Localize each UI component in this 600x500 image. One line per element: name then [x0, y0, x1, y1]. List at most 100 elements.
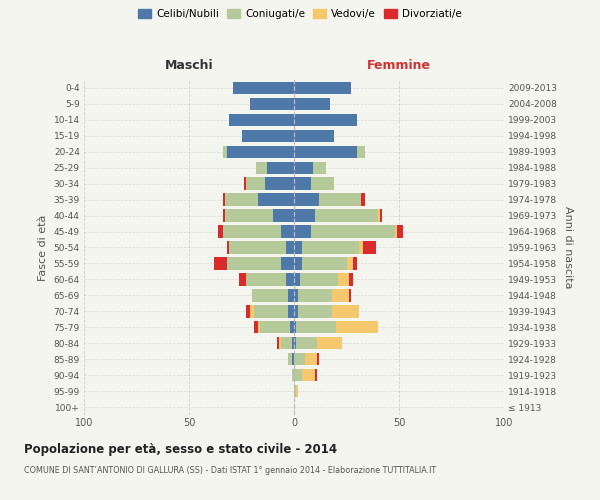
Bar: [311, 226, 395, 238]
Bar: [319, 194, 361, 206]
Bar: [292, 353, 294, 366]
Bar: [332, 305, 359, 318]
Bar: [229, 242, 286, 254]
Bar: [294, 114, 357, 126]
Bar: [301, 273, 338, 285]
Bar: [302, 242, 359, 254]
Bar: [225, 194, 259, 206]
Bar: [227, 146, 294, 158]
Bar: [223, 194, 224, 206]
Bar: [224, 210, 273, 222]
Bar: [317, 337, 342, 349]
Bar: [292, 337, 294, 349]
Bar: [294, 305, 298, 318]
Bar: [256, 162, 266, 174]
Bar: [353, 257, 357, 270]
Bar: [294, 337, 296, 349]
Bar: [395, 226, 397, 238]
Bar: [223, 146, 227, 158]
Bar: [250, 305, 254, 318]
Bar: [286, 273, 294, 285]
Bar: [294, 257, 302, 270]
Bar: [290, 321, 294, 334]
Bar: [397, 226, 403, 238]
Bar: [254, 305, 288, 318]
Bar: [246, 273, 286, 285]
Bar: [294, 289, 298, 302]
Bar: [313, 162, 325, 174]
Bar: [239, 273, 246, 285]
Bar: [315, 210, 378, 222]
Bar: [349, 273, 353, 285]
Bar: [223, 210, 224, 222]
Bar: [288, 289, 294, 302]
Bar: [294, 178, 311, 190]
Bar: [288, 353, 292, 366]
Bar: [305, 353, 317, 366]
Y-axis label: Fasce di età: Fasce di età: [38, 214, 48, 280]
Bar: [294, 130, 334, 142]
Bar: [227, 257, 281, 270]
Text: COMUNE DI SANT’ANTONIO DI GALLURA (SS) - Dati ISTAT 1° gennaio 2014 - Elaborazio: COMUNE DI SANT’ANTONIO DI GALLURA (SS) -…: [24, 466, 436, 475]
Text: Maschi: Maschi: [164, 60, 214, 72]
Text: Femmine: Femmine: [367, 60, 431, 72]
Bar: [241, 130, 294, 142]
Bar: [298, 289, 332, 302]
Bar: [254, 321, 259, 334]
Bar: [277, 337, 280, 349]
Bar: [294, 321, 296, 334]
Bar: [294, 194, 319, 206]
Bar: [281, 257, 294, 270]
Bar: [233, 82, 294, 94]
Bar: [279, 337, 281, 349]
Bar: [298, 305, 332, 318]
Bar: [294, 226, 311, 238]
Bar: [357, 146, 365, 158]
Bar: [273, 210, 294, 222]
Bar: [349, 289, 351, 302]
Y-axis label: Anni di nascita: Anni di nascita: [563, 206, 573, 288]
Bar: [332, 289, 349, 302]
Bar: [361, 194, 365, 206]
Legend: Celibi/Nubili, Coniugati/e, Vedovi/e, Divorziati/e: Celibi/Nubili, Coniugati/e, Vedovi/e, Di…: [134, 5, 466, 24]
Bar: [294, 82, 350, 94]
Bar: [317, 353, 319, 366]
Bar: [347, 257, 353, 270]
Bar: [281, 337, 292, 349]
Bar: [311, 178, 334, 190]
Bar: [294, 369, 302, 382]
Bar: [259, 194, 294, 206]
Bar: [294, 210, 315, 222]
Bar: [292, 369, 294, 382]
Bar: [302, 257, 347, 270]
Bar: [380, 210, 382, 222]
Bar: [359, 242, 364, 254]
Bar: [227, 242, 229, 254]
Bar: [294, 98, 330, 110]
Bar: [218, 226, 223, 238]
Bar: [296, 337, 317, 349]
Bar: [258, 321, 260, 334]
Bar: [364, 242, 376, 254]
Bar: [294, 273, 301, 285]
Bar: [294, 385, 296, 398]
Bar: [294, 146, 357, 158]
Text: Popolazione per età, sesso e stato civile - 2014: Popolazione per età, sesso e stato civil…: [24, 442, 337, 456]
Bar: [266, 162, 294, 174]
Bar: [281, 226, 294, 238]
Bar: [296, 321, 336, 334]
Bar: [296, 385, 298, 398]
Bar: [338, 273, 349, 285]
Bar: [214, 257, 227, 270]
Bar: [336, 321, 378, 334]
Bar: [286, 242, 294, 254]
Bar: [246, 178, 265, 190]
Bar: [294, 353, 305, 366]
Bar: [378, 210, 380, 222]
Bar: [246, 305, 250, 318]
Bar: [229, 114, 294, 126]
Bar: [250, 98, 294, 110]
Bar: [223, 226, 281, 238]
Bar: [294, 242, 302, 254]
Bar: [294, 162, 313, 174]
